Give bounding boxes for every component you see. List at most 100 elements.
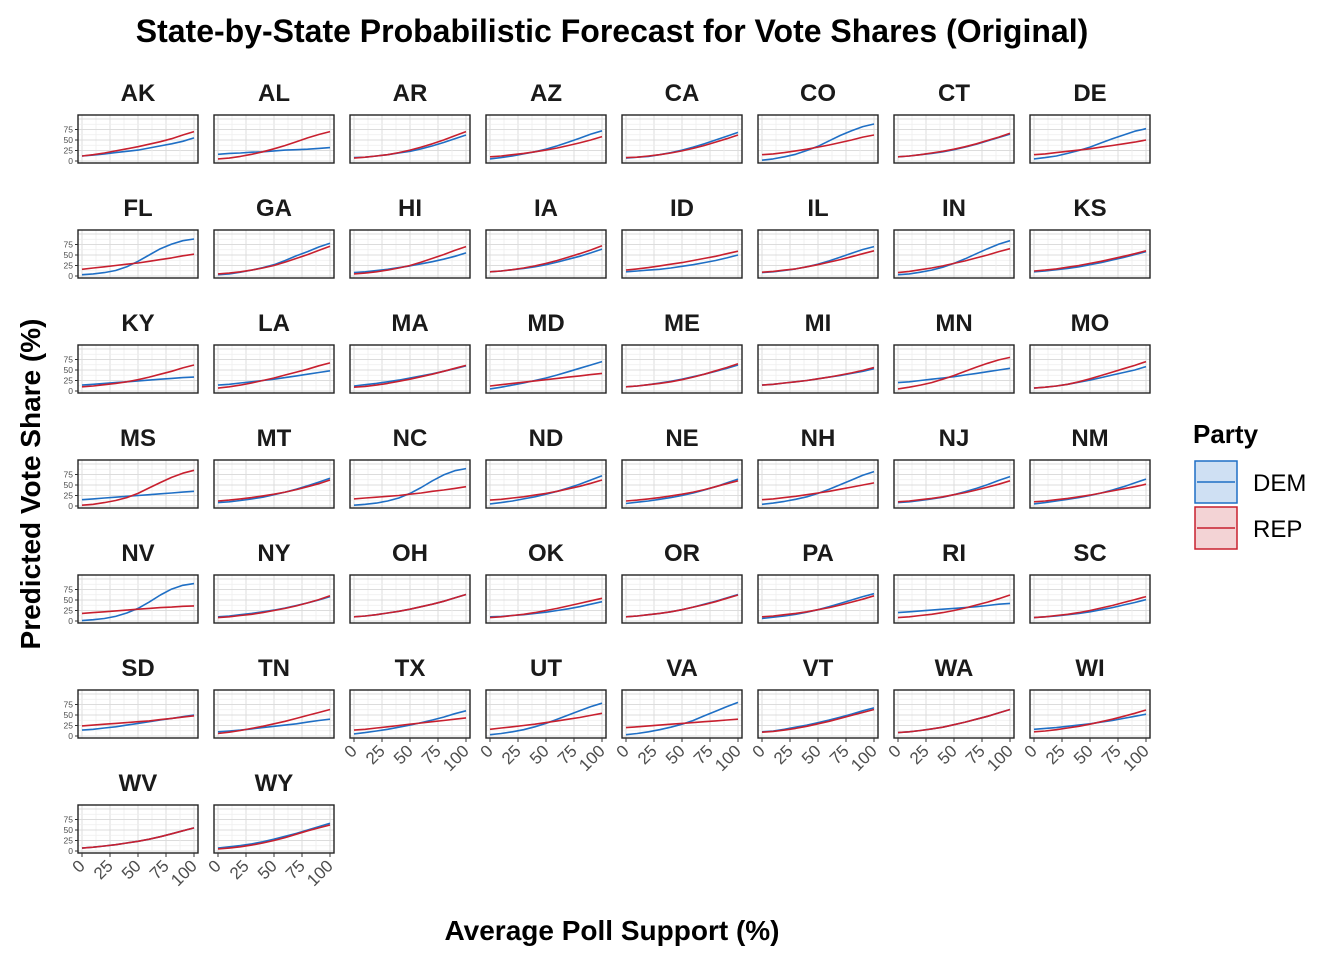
panel-border <box>77 689 199 739</box>
panel-title: MT <box>257 425 292 452</box>
x-tick-label: 50 <box>798 741 825 768</box>
panel-ia: IA <box>485 195 607 279</box>
series-line-dem <box>489 360 603 390</box>
x-tick-label: 25 <box>226 856 253 883</box>
series-line-rep <box>489 372 603 387</box>
series-line-rep <box>217 362 331 389</box>
panel-de: DE <box>1029 80 1151 164</box>
y-tick-label: 25 <box>64 376 74 386</box>
panel-border <box>757 574 879 624</box>
x-tick-label: 0 <box>205 856 225 876</box>
series-line-rep <box>897 356 1011 390</box>
panel-title: VT <box>803 655 834 682</box>
series-line-dem <box>81 238 195 276</box>
series-line-rep <box>353 485 467 500</box>
y-tick-label: 75 <box>64 470 74 480</box>
y-tick-label: 25 <box>64 491 74 501</box>
y-tick-label: 75 <box>64 240 74 250</box>
panel-nj: NJ <box>893 425 1015 509</box>
panel-border <box>893 114 1015 164</box>
x-tick-label: 100 <box>167 856 200 889</box>
panel-border <box>77 344 199 394</box>
series-line-rep <box>1033 250 1147 272</box>
series-line-rep <box>761 482 875 501</box>
panel-title: NY <box>257 540 290 567</box>
series-line-rep <box>81 130 195 157</box>
series-line-rep <box>761 366 875 386</box>
series-line-rep <box>897 708 1011 734</box>
panel-border <box>485 574 607 624</box>
panel-ok: OK <box>485 540 607 624</box>
series-line-rep <box>897 594 1011 619</box>
y-tick-label: 0 <box>68 616 73 626</box>
panel-title: NM <box>1071 425 1108 452</box>
series-line-dem <box>217 370 331 386</box>
x-tick-label: 0 <box>477 741 497 761</box>
series-line-rep <box>489 135 603 158</box>
y-tick-label: 50 <box>64 710 74 720</box>
x-tick-label: 50 <box>934 741 961 768</box>
panel-border <box>1029 574 1151 624</box>
panel-border <box>485 459 607 509</box>
x-tick-label: 0 <box>341 741 361 761</box>
y-tick-label: 50 <box>64 250 74 260</box>
series-line-rep <box>897 480 1011 503</box>
panel-title: ID <box>670 195 694 222</box>
panel-border <box>213 689 335 739</box>
panel-title: VA <box>666 655 698 682</box>
panel-border <box>757 344 879 394</box>
legend-title: Party <box>1193 419 1259 449</box>
series-line-rep <box>81 364 195 388</box>
x-tick-label: 25 <box>362 741 389 768</box>
panel-title: AK <box>121 80 156 107</box>
panel-oh: OH <box>349 540 471 624</box>
panel-border <box>621 574 743 624</box>
series-line-dem <box>217 146 331 156</box>
panel-title: CT <box>938 80 970 107</box>
panel-border <box>485 114 607 164</box>
series-line-rep <box>217 824 331 850</box>
panel-ny: NY <box>213 540 335 624</box>
panel-border <box>77 114 199 164</box>
panel-border <box>1029 459 1151 509</box>
panel-title: OH <box>392 540 428 567</box>
y-tick-label: 75 <box>64 700 74 710</box>
panel-pa: PA <box>757 540 879 624</box>
panel-border <box>213 459 335 509</box>
panel-border <box>621 229 743 279</box>
panel-border <box>621 344 743 394</box>
series-line-dem <box>1033 250 1147 273</box>
panel-title: AR <box>393 80 428 107</box>
panel-title: MN <box>935 310 972 337</box>
y-tick-label: 25 <box>64 146 74 156</box>
y-tick-label: 0 <box>68 271 73 281</box>
series-line-dem <box>353 710 467 735</box>
series-line-rep <box>1033 595 1147 619</box>
panel-border <box>1029 229 1151 279</box>
panel-nm: NM <box>1029 425 1151 509</box>
panel-title: KS <box>1073 195 1106 222</box>
panel-title: LA <box>258 310 290 337</box>
series-line-rep <box>761 595 875 618</box>
panel-border <box>213 574 335 624</box>
panel-title: MO <box>1071 310 1110 337</box>
series-line-rep <box>353 364 467 388</box>
panel-border <box>349 229 471 279</box>
series-line-dem <box>897 602 1011 614</box>
panel-ri: RI <box>893 540 1015 624</box>
x-tick-label: 100 <box>1119 741 1152 774</box>
x-tick-label: 100 <box>983 741 1016 774</box>
series-line-rep <box>489 245 603 273</box>
panel-title: KY <box>121 310 154 337</box>
panel-hi: HI <box>349 195 471 279</box>
